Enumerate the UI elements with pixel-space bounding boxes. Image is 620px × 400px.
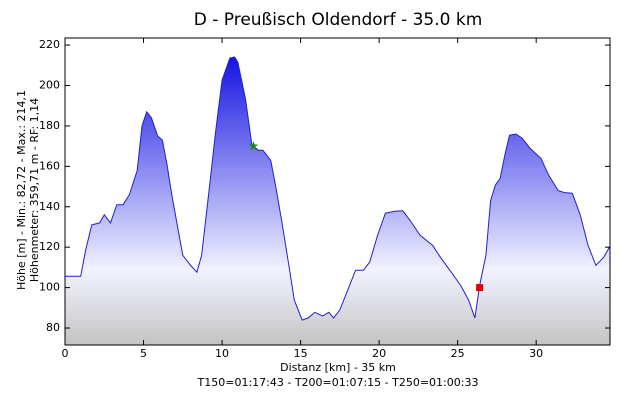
marker xyxy=(248,141,259,151)
y-tick-label: 180 xyxy=(39,119,60,132)
chart-title: D - Preußisch Oldendorf - 35.0 km xyxy=(194,10,483,30)
line xyxy=(65,56,611,321)
y-tick-label: 160 xyxy=(39,159,60,172)
y-tick-label: 220 xyxy=(39,38,60,51)
plot-frame xyxy=(64,37,611,346)
marker xyxy=(476,284,484,292)
y-axis-label: Höhe [m] - Min.: 82,72 - Max.: 214,1 xyxy=(15,90,28,290)
x-tick-label: 5 xyxy=(140,347,147,360)
y-tick-label: 100 xyxy=(39,281,60,294)
footer: T150=01:17:43 - T200=01:07:15 - T250=01:… xyxy=(197,376,479,389)
y-axis-label: Höhenmeter: 359,71 m - RF: 1,14 xyxy=(28,98,41,282)
y-tick-label: 80 xyxy=(46,321,60,334)
area xyxy=(65,57,610,345)
x-axis-label: Distanz [km] - 35 km xyxy=(280,361,396,374)
y-tick-label: 140 xyxy=(39,200,60,213)
x-tick-label: 0 xyxy=(62,347,69,360)
x-tick-label: 30 xyxy=(529,347,543,360)
y-tick-label: 200 xyxy=(39,78,60,91)
x-tick-label: 20 xyxy=(372,347,386,360)
x-tick-label: 10 xyxy=(215,347,229,360)
x-tick-label: 25 xyxy=(451,347,465,360)
y-tick-label: 120 xyxy=(39,240,60,253)
x-tick-label: 15 xyxy=(294,347,308,360)
